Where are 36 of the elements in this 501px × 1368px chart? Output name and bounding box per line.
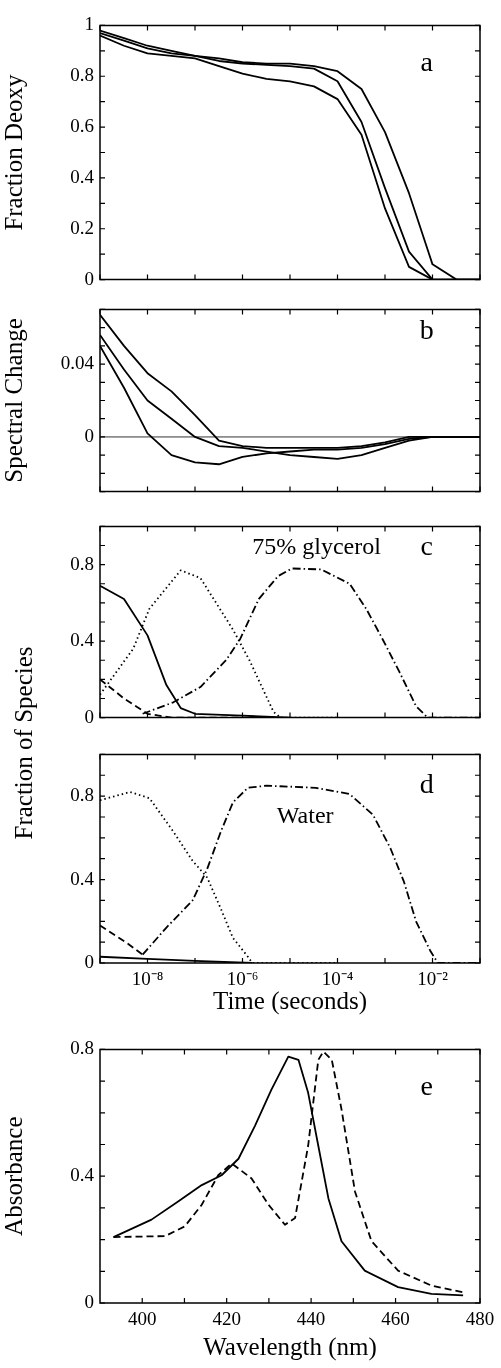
y-tick-label: 0.8 [70,64,94,86]
y-tick-label: 0.4 [70,1164,95,1186]
annotation: a [420,45,434,77]
annotation: e [420,1069,434,1101]
annotation: c [420,529,434,561]
y-tick-label: 0.4 [70,165,95,187]
y-tick-label: 0 [84,1290,94,1312]
y-tick-label: 0 [84,950,94,972]
annotation: 75% glycerol [252,532,382,559]
y-tick-label: 0.6 [70,115,94,137]
x-tick-label: 10⁻² [417,968,449,990]
y-tick-label: 0 [84,267,94,289]
annotation: b [419,313,434,345]
y-tick-label: 0.2 [70,216,94,238]
y-tick-label: 1 [84,13,94,35]
y-tick-label: 0.04 [60,352,95,374]
y-tick-label: 0.8 [70,784,94,806]
y-tick-label: 0 [84,705,94,727]
y-tick-label: 0.8 [70,552,94,574]
x-tick-label: 420 [212,1308,241,1330]
y-axis-title: Fraction of Species [10,646,38,840]
y-tick-label: 0 [84,424,94,446]
x-tick-label: 10⁻⁸ [131,968,164,990]
y-tick-label: 0.4 [70,629,95,651]
annotation: d [419,768,434,800]
x-tick-label: 440 [296,1308,326,1330]
y-axis-title: Fraction Deoxy [0,73,27,231]
y-tick-label: 0.8 [70,1037,94,1059]
x-tick-label: 480 [465,1308,495,1330]
y-tick-label: 0.4 [70,867,95,889]
x-axis-title: Wavelength (nm) [203,1332,377,1361]
x-tick-label: 460 [381,1308,410,1330]
y-axis-title: Spectral Change [0,318,27,483]
annotation: Water [276,802,334,829]
y-axis-title: Absorbance [0,1116,27,1236]
x-tick-label: 400 [127,1308,157,1330]
